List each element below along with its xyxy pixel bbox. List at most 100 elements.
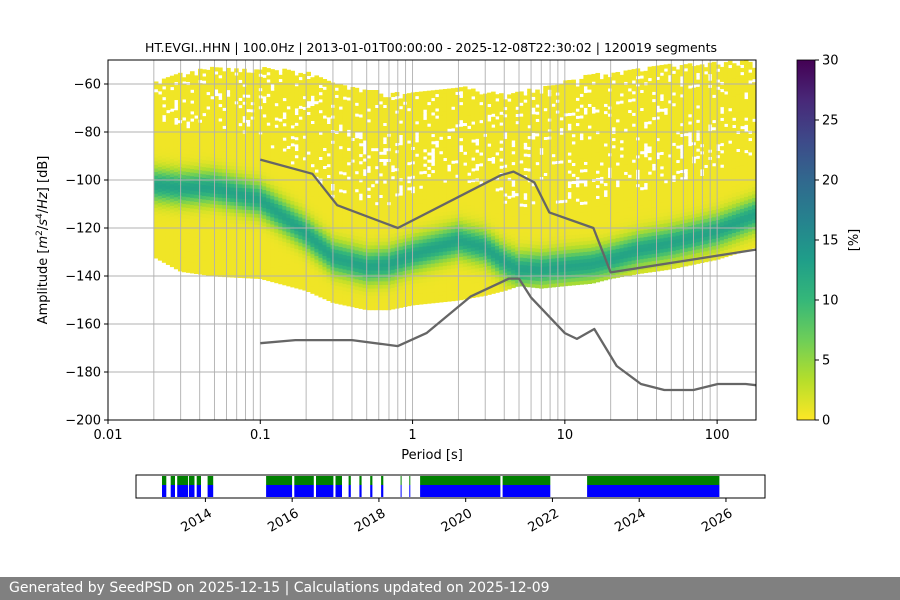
density-cell xyxy=(474,156,480,161)
density-cell xyxy=(242,151,247,156)
density-cell xyxy=(181,196,187,201)
density-cell xyxy=(515,124,520,129)
density-cell xyxy=(382,198,388,203)
density-cell xyxy=(458,177,464,182)
density-cell xyxy=(286,235,291,240)
density-cell xyxy=(378,93,384,98)
density-cell xyxy=(278,121,283,126)
density-cell xyxy=(326,142,332,147)
density-cell xyxy=(286,238,291,244)
density-cell xyxy=(378,295,384,300)
density-cell xyxy=(298,87,303,92)
density-cell xyxy=(474,131,480,136)
density-cell xyxy=(189,190,195,195)
density-cell xyxy=(185,203,191,209)
density-cell xyxy=(450,120,456,125)
density-cell xyxy=(302,232,307,237)
density-cell xyxy=(394,135,400,140)
density-cell xyxy=(294,197,299,203)
density-cell xyxy=(366,248,372,253)
density-cell xyxy=(310,156,316,161)
density-cell xyxy=(491,246,496,251)
density-cell xyxy=(350,259,356,264)
density-cell xyxy=(495,231,500,236)
density-cell xyxy=(462,280,468,286)
density-cell xyxy=(495,223,500,229)
density-cell xyxy=(274,163,279,168)
density-cell xyxy=(507,252,512,258)
density-cell xyxy=(270,263,275,268)
density-cell xyxy=(262,196,267,201)
density-cell xyxy=(157,191,163,196)
density-cell xyxy=(438,121,444,127)
density-cell xyxy=(189,262,195,267)
density-cell xyxy=(466,175,472,180)
density-cell xyxy=(366,280,372,285)
density-cell xyxy=(246,144,251,149)
density-cell xyxy=(366,176,372,181)
density-cell xyxy=(390,143,396,148)
density-cell xyxy=(290,164,295,169)
density-cell xyxy=(491,268,496,273)
density-cell xyxy=(470,214,476,219)
density-cell xyxy=(370,100,376,105)
density-cell xyxy=(226,190,231,195)
density-cell xyxy=(193,111,199,116)
density-cell xyxy=(462,295,468,300)
density-cell xyxy=(286,174,291,179)
density-cell xyxy=(470,236,476,241)
density-cell xyxy=(390,100,396,105)
density-cell xyxy=(346,294,352,300)
density-cell xyxy=(382,255,388,260)
density-cell xyxy=(491,152,496,158)
density-cell xyxy=(290,221,295,227)
density-cell xyxy=(157,130,163,135)
density-cell xyxy=(206,249,211,255)
density-cell xyxy=(511,100,516,105)
density-cell xyxy=(262,275,267,281)
density-cell xyxy=(446,214,452,219)
density-cell xyxy=(161,139,167,144)
density-cell xyxy=(466,121,472,126)
density-cell xyxy=(274,145,279,150)
density-cell xyxy=(314,122,320,127)
density-cell xyxy=(298,206,303,211)
density-cell xyxy=(479,238,484,243)
density-cell xyxy=(398,296,404,301)
density-cell xyxy=(523,279,528,284)
density-cell xyxy=(390,211,396,216)
density-cell xyxy=(206,257,211,262)
density-cell xyxy=(242,259,247,264)
density-cell xyxy=(202,177,207,182)
density-cell xyxy=(206,156,211,161)
density-cell xyxy=(310,246,316,251)
density-cell xyxy=(298,209,303,214)
density-cell xyxy=(402,255,408,261)
density-cell xyxy=(326,127,332,132)
density-cell xyxy=(474,206,480,211)
density-cell xyxy=(226,107,231,112)
density-cell xyxy=(487,186,492,191)
density-cell xyxy=(334,281,340,286)
density-cell xyxy=(346,107,352,112)
density-cell xyxy=(422,224,428,229)
density-cell xyxy=(222,164,227,170)
density-cell xyxy=(242,270,247,275)
density-cell xyxy=(511,201,516,206)
density-cell xyxy=(214,85,219,90)
density-cell xyxy=(185,185,191,191)
density-cell xyxy=(446,286,452,291)
density-cell xyxy=(495,184,500,189)
density-cell xyxy=(479,195,484,200)
density-cell xyxy=(206,210,211,215)
density-cell xyxy=(173,146,179,151)
density-cell xyxy=(270,241,275,247)
density-cell xyxy=(354,242,360,247)
density-cell xyxy=(181,131,187,136)
density-cell xyxy=(402,151,408,156)
density-cell xyxy=(487,247,492,252)
density-cell xyxy=(230,118,235,123)
density-cell xyxy=(214,121,219,126)
density-cell xyxy=(306,226,311,231)
density-cell xyxy=(390,197,396,202)
